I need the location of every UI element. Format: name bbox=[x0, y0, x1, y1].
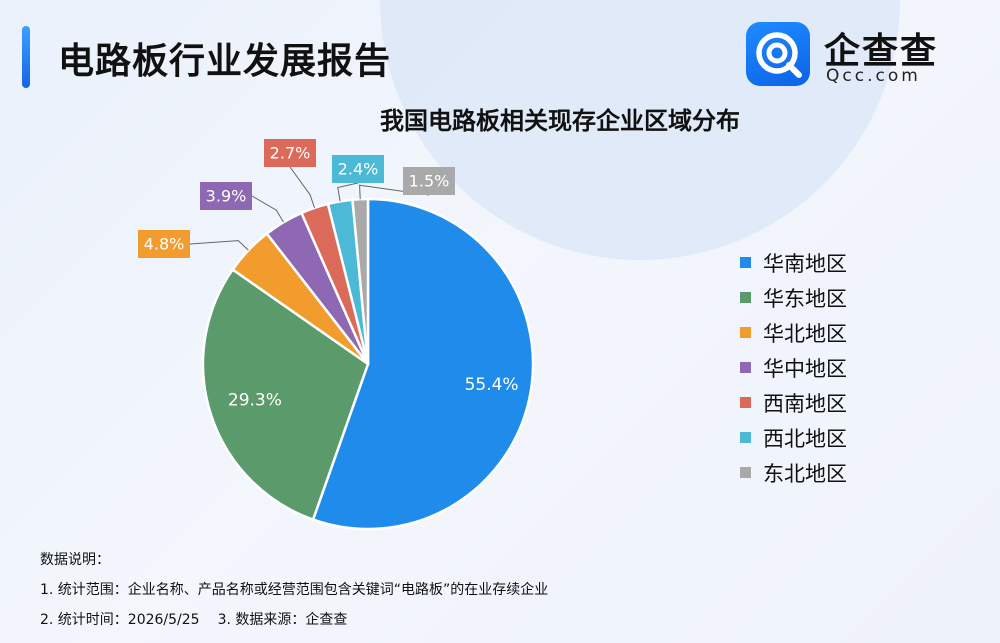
qcc-logo: 企查查 Qcc.com bbox=[746, 22, 976, 88]
legend-swatch bbox=[740, 292, 751, 303]
leader-line bbox=[337, 182, 359, 202]
legend-label: 西南地区 bbox=[763, 391, 847, 416]
data-notes: 数据说明： 1. 统计范围：企业名称、产品名称或经营范围包含关键词“电路板”的在… bbox=[40, 545, 548, 635]
notes-time-source: 2. 统计时间：2026/5/25 3. 数据来源：企查查 bbox=[40, 605, 548, 635]
qcc-logo-icon bbox=[746, 22, 810, 86]
logo-english-text: Qcc.com bbox=[826, 66, 921, 86]
slice-label-box bbox=[332, 155, 384, 183]
slice-data-label: 2.4% bbox=[338, 160, 379, 179]
legend-label: 西北地区 bbox=[763, 426, 847, 451]
notes-time: 2. 统计时间：2026/5/25 bbox=[40, 612, 200, 628]
title-accent-bar bbox=[22, 26, 30, 88]
slice-label-box bbox=[403, 167, 455, 195]
legend-label: 华中地区 bbox=[763, 356, 847, 381]
leader-line bbox=[251, 195, 284, 223]
slice-label-box bbox=[200, 182, 252, 210]
pie-slice-2 bbox=[201, 268, 370, 521]
legend-swatch bbox=[740, 327, 751, 338]
legend-swatch bbox=[740, 362, 751, 373]
legend-item: 东北地区 bbox=[740, 455, 847, 490]
notes-heading: 数据说明： bbox=[40, 552, 110, 568]
legend-label: 华南地区 bbox=[763, 251, 847, 276]
notes-source: 3. 数据来源：企查查 bbox=[217, 612, 348, 628]
logo-chinese-text: 企查查 bbox=[824, 31, 939, 72]
legend-item: 西北地区 bbox=[740, 420, 847, 455]
slice-data-label: 2.7% bbox=[270, 144, 311, 163]
legend-item: 华北地区 bbox=[740, 315, 847, 350]
legend-swatch bbox=[740, 467, 751, 478]
legend-item: 华南地区 bbox=[740, 245, 847, 280]
legend-label: 东北地区 bbox=[763, 461, 847, 486]
chart-title: 我国电路板相关现存企业区域分布 bbox=[380, 107, 740, 135]
leader-line bbox=[189, 240, 249, 251]
legend-swatch bbox=[740, 432, 751, 443]
slice-data-label: 3.9% bbox=[206, 187, 247, 206]
slice-data-label: 29.3% bbox=[228, 390, 282, 410]
slice-label-box bbox=[264, 139, 316, 167]
legend-swatch bbox=[740, 397, 751, 408]
notes-scope: 1. 统计范围：企业名称、产品名称或经营范围包含关键词“电路板”的在业存续企业 bbox=[40, 582, 549, 598]
report-title: 电路板行业发展报告 bbox=[58, 41, 392, 82]
legend-label: 华北地区 bbox=[763, 321, 847, 346]
slice-label-box bbox=[138, 230, 190, 258]
leader-line bbox=[289, 166, 316, 209]
slice-data-label: 1.5% bbox=[409, 172, 450, 191]
legend-item: 华东地区 bbox=[740, 280, 847, 315]
legend-swatch bbox=[740, 257, 751, 268]
slice-data-label: 55.4% bbox=[465, 375, 519, 395]
legend-item: 西南地区 bbox=[740, 385, 847, 420]
chart-legend: 华南地区华东地区华北地区华中地区西南地区西北地区东北地区 bbox=[740, 245, 847, 490]
legend-label: 华东地区 bbox=[763, 286, 847, 311]
slice-data-label: 4.8% bbox=[144, 235, 185, 254]
legend-item: 华中地区 bbox=[740, 350, 847, 385]
